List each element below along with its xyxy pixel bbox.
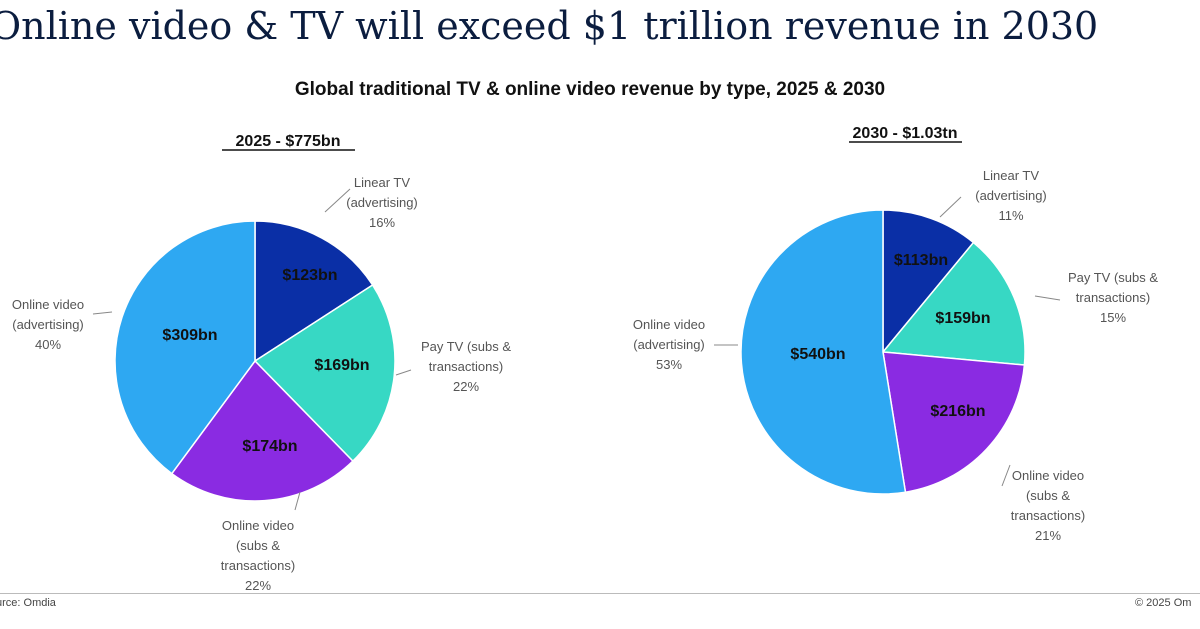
slice-category-label: Online video (advertising) 53%	[633, 317, 705, 372]
source-note: urce: Omdia	[0, 597, 56, 609]
pie-slice-linear-tv	[254, 220, 374, 363]
pie-slice-linear-tv	[882, 209, 975, 355]
pie-slice-online-subs	[170, 359, 354, 502]
slice-value-label: $309bn	[162, 327, 217, 344]
pie-slice-online-ads	[114, 220, 256, 475]
leader-line	[1034, 295, 1061, 301]
copyright-note: © 2025 Om	[1135, 597, 1192, 609]
headline: Online video & TV will exceed $1 trillio…	[0, 4, 1099, 48]
slice-value-label: $540bn	[790, 346, 845, 363]
leader-line	[395, 369, 412, 376]
leader-line	[294, 491, 301, 511]
slice-category-label: Linear TV (advertising) 16%	[346, 175, 418, 230]
pie-title: 2030 - $1.03tn	[853, 125, 958, 142]
slice-category-label: Online video (subs & transactions) 22%	[221, 518, 295, 593]
pie-slice-pay-tv	[881, 241, 1026, 366]
slice-category-label: Online video (subs & transactions) 21%	[1011, 468, 1085, 543]
slice-value-label: $123bn	[282, 267, 337, 284]
leader-line	[92, 311, 113, 315]
slice-value-label: $159bn	[935, 310, 990, 327]
pie-slice-online-subs	[882, 351, 1026, 494]
pie-chart-2: 2030 - $1.03tn $113bn $159bn $216bn $540bn Li…	[633, 125, 1159, 543]
pie-slice-online-ads	[740, 209, 907, 495]
slice-value-label: $174bn	[242, 438, 297, 455]
slice-category-label: Linear TV (advertising) 11%	[975, 168, 1047, 223]
leader-line	[1001, 464, 1011, 487]
chart-title: Global traditional TV & online video rev…	[294, 79, 886, 100]
slice-value-label: $113bn	[894, 252, 948, 269]
slice-value-label: $216bn	[930, 403, 985, 420]
slice-category-label: Pay TV (subs & transactions) 15%	[1068, 270, 1158, 325]
slice-category-label: Pay TV (subs & transactions) 22%	[421, 339, 511, 394]
footer-divider	[0, 593, 1200, 594]
slice-category-label: Online video (advertising) 40%	[12, 297, 84, 352]
pie-slice-pay-tv	[253, 283, 396, 463]
slice-value-label: $169bn	[314, 357, 369, 374]
pie-chart-1: 2025 - $775bn $123bn $169bn $174bn $309bn Lin…	[12, 133, 512, 593]
pie-title: 2025 - $775bn	[236, 133, 341, 150]
leader-line	[324, 188, 351, 213]
leader-line	[939, 196, 962, 218]
